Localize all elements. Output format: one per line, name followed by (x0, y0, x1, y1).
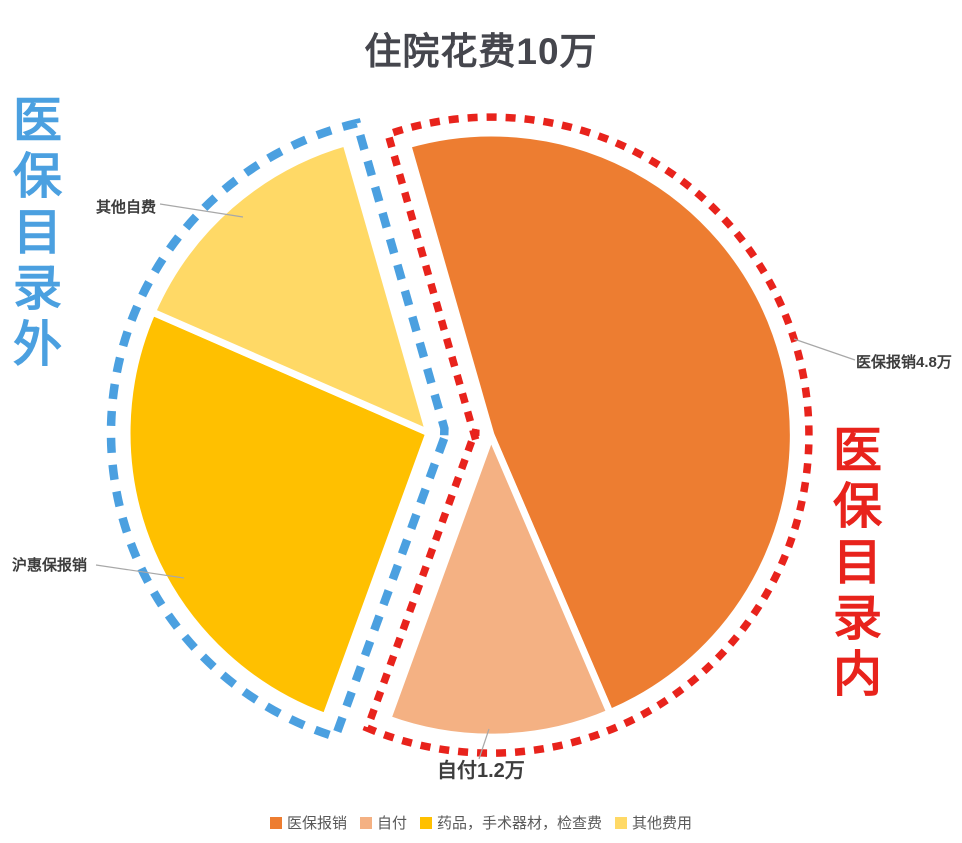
dashed-outline-outside-catalog (106, 118, 449, 743)
pie-slice-3 (148, 139, 433, 437)
callout-other-self-pay: 其他自费 (96, 199, 157, 216)
legend-swatch (359, 816, 372, 829)
leader-line (95, 564, 185, 579)
legend-item: 医保报销 (269, 812, 347, 833)
legend-swatch (269, 816, 282, 829)
pie-slice-2 (123, 308, 433, 721)
legend-swatch (420, 816, 432, 829)
leader-line (478, 728, 490, 760)
legend-label: 医保报销 (286, 815, 347, 832)
pie-slice-1 (384, 431, 614, 741)
legend-item: 药品，手术器材，检查费 (420, 812, 602, 833)
pie-slice-0 (404, 129, 797, 717)
label-outside-catalog: 医保目录外 (6, 94, 60, 374)
legend-item: 其他费用 (615, 812, 692, 833)
legend-swatch (615, 816, 628, 829)
leader-line (159, 203, 244, 218)
legend-label: 自付 (376, 815, 407, 832)
callout-self-paid: 自付1.2万 (437, 760, 525, 782)
callout-insurance-reimbursed: 医保报销4.8万 (856, 354, 952, 371)
legend-label: 药品，手术器材，检查费 (437, 815, 603, 832)
legend-item: 自付 (359, 812, 407, 833)
legend: 医保报销 自付 药品，手术器材，检查费 其他费用 (0, 812, 962, 833)
leader-line (793, 338, 856, 361)
dashed-outline-inside-catalog (362, 113, 813, 757)
callout-huhuibao-reimbursed: 沪惠保报销 (12, 557, 88, 574)
label-inside-catalog: 医保目录内 (826, 424, 880, 704)
legend-label: 其他费用 (632, 815, 693, 832)
chart-title: 住院花费10万 (364, 31, 598, 72)
